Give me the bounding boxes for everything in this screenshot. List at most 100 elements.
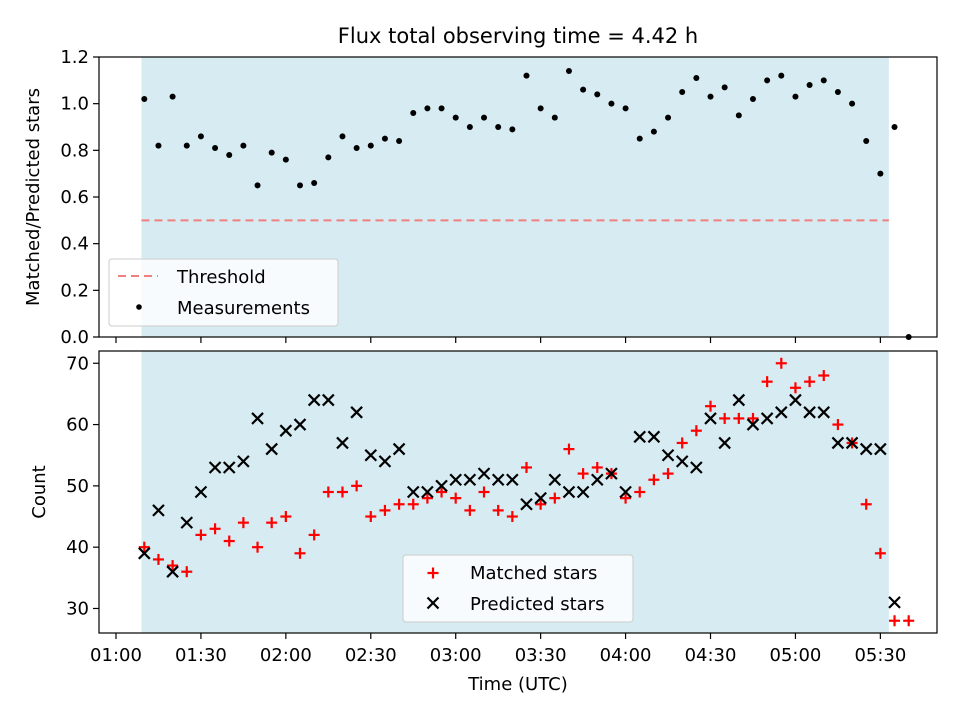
matched-point bbox=[563, 443, 575, 455]
measurement-point bbox=[381, 135, 388, 142]
matched-point bbox=[379, 504, 391, 516]
measurement-point bbox=[679, 89, 686, 95]
predicted-point bbox=[789, 393, 802, 407]
measurement-point bbox=[481, 114, 488, 121]
predicted-point bbox=[874, 442, 887, 456]
cross-b bbox=[180, 516, 194, 529]
predicted-point bbox=[704, 412, 717, 425]
matched-point bbox=[223, 535, 235, 547]
predicted-point bbox=[378, 455, 392, 468]
measurement-point bbox=[580, 86, 587, 93]
predicted-point bbox=[775, 406, 788, 419]
cross-b bbox=[874, 442, 887, 456]
predicted-point bbox=[449, 473, 462, 487]
predicted-point bbox=[817, 406, 831, 419]
predicted-point bbox=[605, 467, 618, 480]
matched-point bbox=[705, 400, 717, 412]
cross-b bbox=[378, 455, 392, 468]
predicted-point bbox=[421, 485, 434, 499]
cross-b bbox=[322, 393, 335, 407]
count-y-axis: 30 40 50 60 70 bbox=[66, 353, 99, 619]
x-axis-label: Time (UTC) bbox=[467, 674, 568, 695]
measurement-point bbox=[212, 145, 219, 151]
measurement-point bbox=[452, 114, 459, 121]
measurement-point bbox=[396, 138, 403, 144]
x-tick-label: 05:30 bbox=[854, 645, 906, 666]
matched-point bbox=[577, 468, 589, 480]
y-tick-label: 0.0 bbox=[60, 327, 89, 348]
cross-b bbox=[364, 448, 378, 462]
cross-b bbox=[534, 491, 547, 505]
cross-b bbox=[406, 485, 420, 499]
y-tick-label: 40 bbox=[66, 537, 89, 558]
cross-b bbox=[675, 455, 689, 468]
x-tick-label: 03:30 bbox=[515, 645, 567, 666]
matched-point bbox=[152, 553, 164, 565]
matched-point bbox=[648, 474, 660, 486]
matched-point bbox=[252, 541, 264, 553]
cross-b bbox=[237, 455, 250, 468]
measurement-point bbox=[254, 182, 261, 189]
matched-point bbox=[506, 511, 518, 523]
predicted-point bbox=[435, 479, 448, 493]
measurement-point bbox=[141, 96, 148, 102]
matched-point bbox=[336, 486, 348, 498]
y-tick-label: 0.4 bbox=[60, 234, 89, 255]
measurement-points bbox=[141, 68, 912, 340]
cross-b bbox=[506, 473, 519, 487]
ratio-legend: Threshold Measurements bbox=[108, 258, 339, 327]
measurement-point bbox=[820, 77, 827, 84]
matched-point bbox=[450, 492, 462, 504]
measurement-point bbox=[523, 72, 530, 79]
ratio-legend-box bbox=[108, 258, 339, 327]
cross-b bbox=[817, 406, 831, 419]
predicted-point bbox=[746, 418, 760, 431]
legend-matched-label: Matched stars bbox=[470, 563, 597, 584]
predicted-point bbox=[619, 485, 632, 499]
cross-b bbox=[562, 485, 576, 499]
matched-point bbox=[860, 498, 872, 510]
predicted-point bbox=[322, 393, 335, 407]
matched-point bbox=[761, 376, 773, 388]
legend-matched-swatch bbox=[427, 567, 439, 579]
cross-b bbox=[421, 485, 434, 499]
cross-b bbox=[704, 412, 717, 425]
measurement-point bbox=[466, 124, 473, 130]
predicted-point bbox=[180, 516, 194, 529]
cross-b bbox=[166, 565, 179, 578]
predicted-point bbox=[548, 473, 562, 487]
matched-point bbox=[634, 486, 646, 498]
ratio-x-ticks bbox=[115, 337, 881, 343]
measurement-point bbox=[197, 133, 204, 140]
measurement-point bbox=[665, 114, 672, 121]
predicted-point bbox=[477, 467, 491, 480]
x-tick-label: 03:00 bbox=[430, 645, 482, 666]
cross-b bbox=[520, 497, 533, 511]
predicted-point bbox=[576, 485, 590, 499]
measurement-point bbox=[877, 170, 884, 177]
cross-b bbox=[152, 504, 165, 517]
measurement-point bbox=[353, 145, 360, 151]
measurement-point bbox=[226, 152, 233, 158]
predicted-point bbox=[392, 442, 406, 456]
measurement-point bbox=[778, 72, 785, 79]
cross-b bbox=[633, 430, 647, 444]
measurement-point bbox=[537, 105, 544, 112]
predicted-point bbox=[364, 448, 378, 462]
measurement-point bbox=[325, 154, 332, 161]
matched-point bbox=[492, 504, 504, 516]
predicted-point bbox=[279, 424, 293, 437]
cross-b bbox=[718, 436, 731, 450]
measurement-point bbox=[410, 110, 417, 116]
cross-b bbox=[548, 473, 562, 487]
cross-b bbox=[888, 596, 901, 609]
time-x-axis: 01:00 01:30 02:00 02:30 03:00 03:30 04:00 04:30… bbox=[90, 633, 906, 666]
measurement-point bbox=[495, 124, 502, 130]
predicted-point bbox=[888, 596, 901, 609]
measurement-point bbox=[509, 126, 516, 133]
measurement-point bbox=[169, 93, 176, 100]
legend-threshold-label: Threshold bbox=[176, 267, 266, 288]
ratio-y-label: Matched/Predicted stars bbox=[23, 88, 44, 306]
matched-point bbox=[322, 486, 334, 498]
matched-point bbox=[266, 517, 278, 529]
